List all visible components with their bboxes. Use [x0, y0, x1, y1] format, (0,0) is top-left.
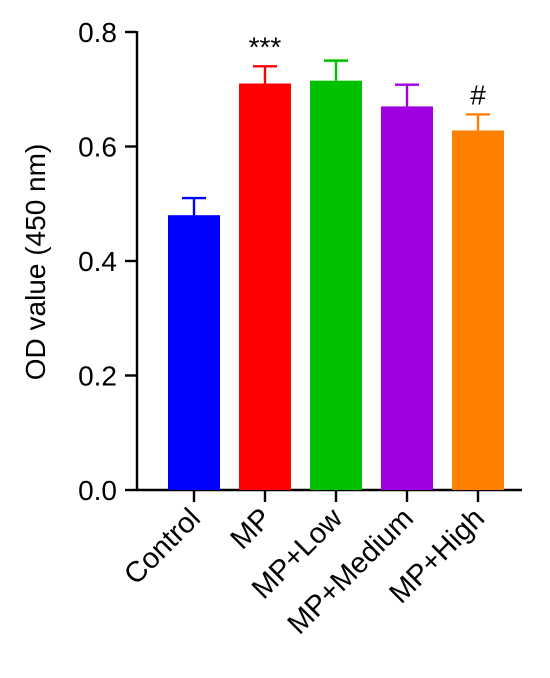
y-tick-label: 0.4 [78, 246, 117, 277]
y-tick-label: 0.6 [78, 132, 117, 163]
significance-label: *** [249, 31, 282, 62]
significance-label: # [470, 79, 486, 110]
bar-mp [239, 83, 291, 491]
y-tick-label: 0.8 [78, 17, 117, 48]
y-axis-title: OD value (450 nm) [20, 144, 51, 381]
y-tick-label: 0.0 [78, 475, 117, 506]
x-tick-label: Control [118, 502, 207, 591]
bar-mp-low [310, 80, 362, 490]
y-tick-label: 0.2 [78, 361, 117, 392]
bar-control [168, 215, 220, 490]
bar-mp-high [452, 130, 504, 490]
x-tick-label: MP [225, 502, 278, 555]
bar-mp-medium [381, 106, 433, 491]
